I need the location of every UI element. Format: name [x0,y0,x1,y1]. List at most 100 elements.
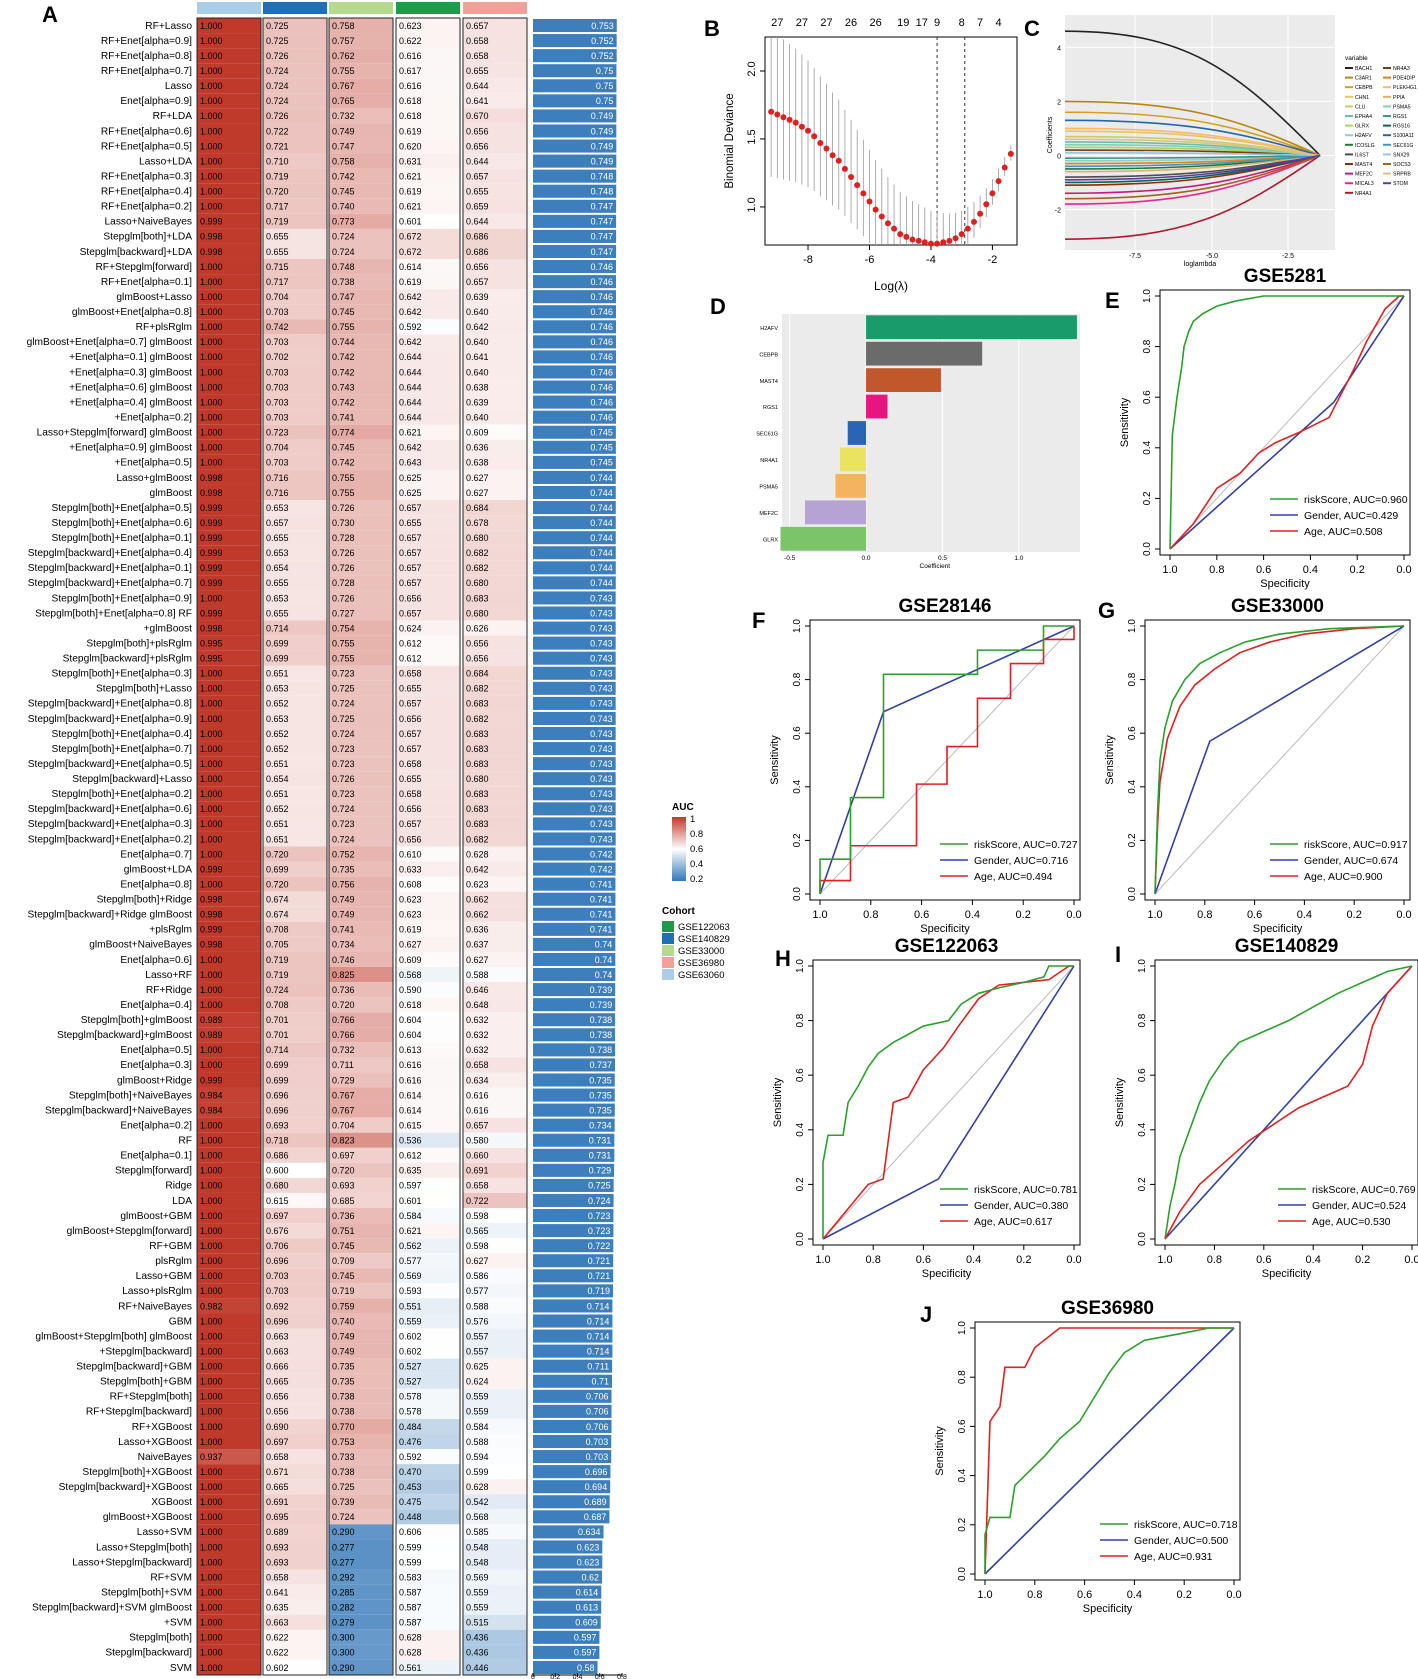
mean-bar-value: 0.723 [588,1226,611,1236]
heat-cell-value: 0.740 [332,202,355,212]
heat-cell-value: 0.623 [399,910,422,920]
heat-cell-value: 0.736 [332,985,355,995]
heat-cell [329,1494,393,1510]
y-tick-label: 0.8 [1142,339,1153,353]
panel-d-coef-bars: -0.5 0.0 0.5 1.0CoefficientH2AFVCEBPBMAST4R… [756,314,1080,570]
deviance-point [989,190,996,197]
heat-cell [329,1057,393,1073]
x-tick-label: 0.0 [1396,564,1411,576]
mean-bar-value: 0.721 [588,1256,611,1266]
heat-cell [396,289,460,305]
heat-cell-value: 0.692 [266,1301,289,1311]
heat-cell [263,545,327,561]
coef-path [1064,30,1321,157]
panel-e-roc: GSE52811.01.00.80.80.60.60.40.40.20.20.0… [1119,266,1412,590]
row-label: RF+Enet[alpha=0.8] [101,51,192,62]
mean-bar-value: 0.752 [591,51,614,61]
heat-cell-value: 0.749 [332,126,355,136]
heat-cell [263,1629,327,1645]
heat-cell-value: 0.696 [266,1090,289,1100]
y-tick-label: 0.0 [957,1567,968,1581]
heat-cell-value: 0.484 [399,1422,422,1432]
mean-bar [533,1465,611,1479]
heat-cell-value: 0.723 [332,789,355,799]
heat-cell [463,1192,527,1209]
heat-cell-value: 0.999 [200,548,223,558]
heat-cell-value: 0.599 [399,1542,422,1552]
row-label: +plsRglm [149,925,192,936]
heat-cell-value: 1.000 [200,1346,223,1356]
legend-label-age: Age, AUC=0.494 [974,871,1053,883]
mean-bar [533,1013,616,1027]
heat-cell-value: 0.620 [399,141,422,151]
x-tick-label: 0.6 [916,1254,931,1266]
roc-title: GSE5281 [1244,266,1327,287]
heat-cell-value: 0.724 [332,1512,355,1522]
heat-cell-value: 0.642 [466,864,489,874]
mean-bar-value: 0.737 [589,1060,612,1070]
heat-cell-value: 0.616 [466,1105,489,1115]
heat-cell-value: 0.745 [332,187,355,197]
heat-cell [263,982,327,998]
heat-cell-value: 0.726 [266,111,289,121]
heat-cell [396,108,460,124]
mean-bar [533,1419,612,1433]
row-label: Stepglm[both] [129,1633,192,1644]
y-tick-label: 0.6 [1142,390,1153,404]
heat-cell [463,786,527,802]
mean-bar-value: 0.743 [590,684,613,694]
mean-bar-value: 0.738 [590,1045,613,1055]
heat-cell [463,1283,527,1299]
heat-cell [263,605,327,621]
heat-cell-value: 0.724 [332,247,355,257]
row-label: Lasso+Stepglm[forward] glmBoost [37,428,193,439]
heat-cell-value: 0.279 [332,1618,355,1628]
heat-cell-value: 1.000 [200,985,223,995]
heat-cell-value: 0.658 [466,36,489,46]
mean-bar [533,425,616,439]
heat-cell [263,183,327,199]
heat-cell-value: 0.618 [399,1000,422,1010]
heat-cell-value: 0.559 [466,1407,489,1417]
heat-cell-value: 0.657 [466,277,489,287]
heat-cell-value: 0.542 [466,1497,489,1507]
heat-cell [263,725,327,742]
heat-cell-value: 0.766 [332,1030,355,1040]
heat-cell [463,1027,527,1043]
heat-cell [263,997,327,1013]
coef-path [1064,138,1321,157]
y-axis-label: Sensitivity [769,735,781,785]
heat-cell-value: 0.720 [266,879,289,889]
y-tick-label: 0.8 [792,672,803,686]
heat-cell [197,500,261,516]
auc-legend-tick: 0.4 [690,859,703,870]
heat-cell-value: 0.762 [332,51,355,61]
heat-cell-value: 0.670 [466,111,489,121]
heat-cell [197,921,261,937]
heat-cell [329,1027,393,1043]
heat-cell [396,334,460,350]
heat-cell [263,1599,327,1615]
row-label: Stepglm[backward]+Lasso [72,774,192,785]
heat-cell-value: 0.723 [332,759,355,769]
heat-cell [263,1223,327,1239]
heat-cell [463,1644,527,1660]
heat-cell [396,741,460,757]
heat-cell [263,439,327,455]
heat-cell-value: 0.619 [399,277,422,287]
heat-cell [329,409,393,425]
heat-cell-value: 0.625 [399,473,422,483]
mean-bar [533,1660,598,1674]
heat-cell-value: 0.627 [466,488,489,498]
row-label: RF+Enet[alpha=0.5] [101,141,192,152]
heat-cell [396,1644,460,1660]
heat-cell [263,349,327,365]
heat-cell-value: 0.709 [332,1256,355,1266]
heat-cell-value: 0.701 [266,1030,289,1040]
row-label: Lasso+RF [145,970,192,981]
auc-legend-tick: 0.2 [690,874,703,885]
heat-cell-value: 0.732 [332,111,355,121]
heat-cell [396,500,460,516]
heat-cell-value: 0.699 [266,638,289,648]
heat-cell-value: 0.618 [399,111,422,121]
